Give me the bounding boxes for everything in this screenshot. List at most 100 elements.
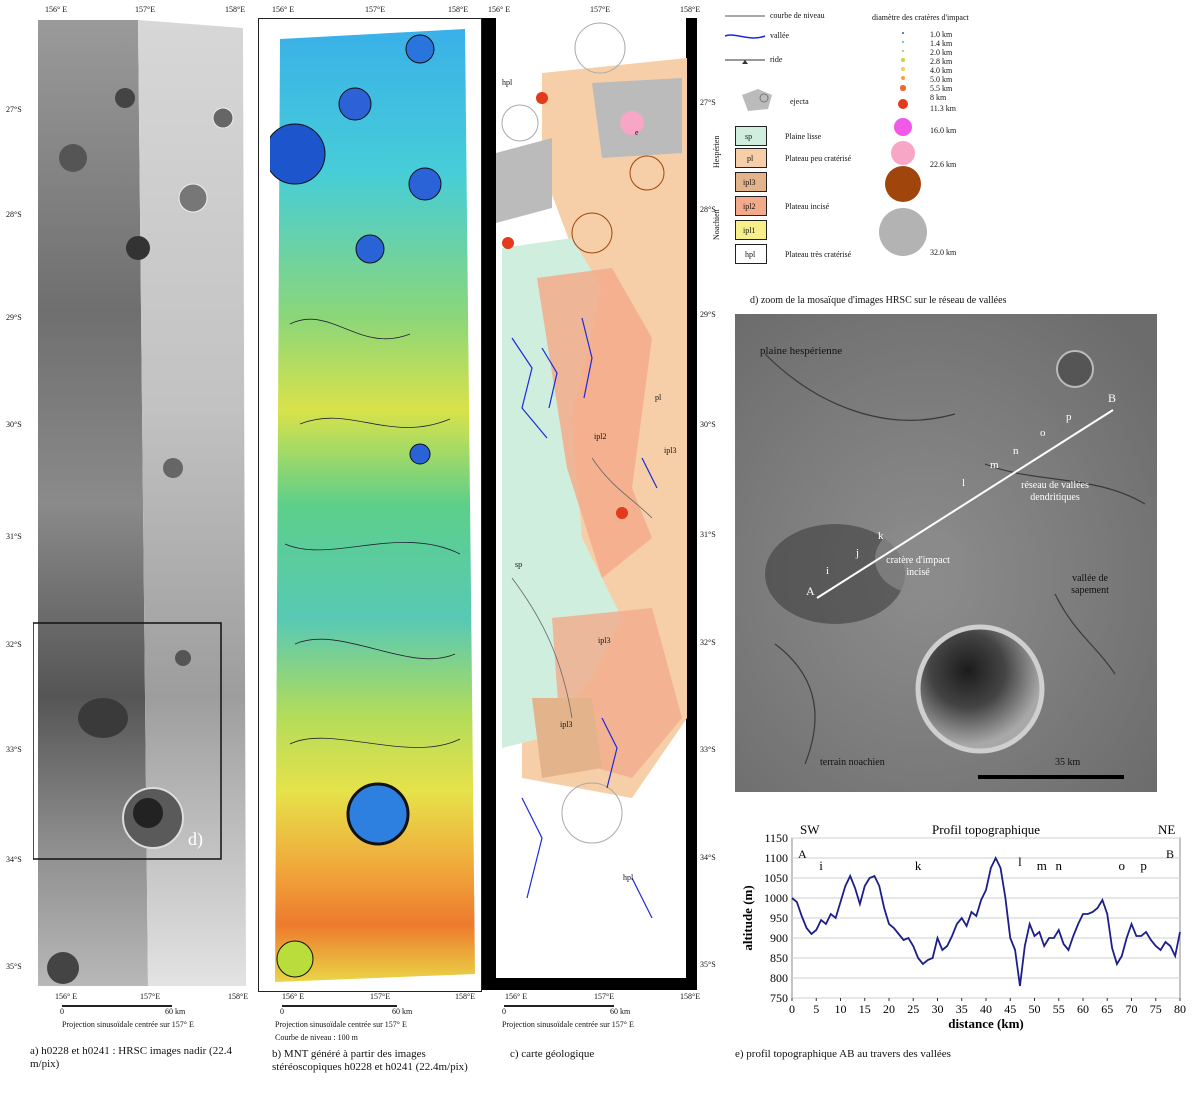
scale-zero: 0 xyxy=(60,1007,64,1016)
unit-code: hpl xyxy=(745,250,756,259)
unit-swatch-sp xyxy=(735,126,767,146)
panel-a-top-tick: 158°E xyxy=(225,5,246,14)
crater-size-label: 32.0 km xyxy=(930,248,957,257)
unit-swatch-ipl3 xyxy=(735,172,767,192)
panel-b-top-tick: 157°E xyxy=(365,5,386,14)
x-tick-label: 70 xyxy=(1126,1002,1138,1016)
crater-size-label: 2.8 km xyxy=(930,57,953,66)
profile-annotation: l xyxy=(1018,854,1022,869)
panel-c-lat-tick: 35°S xyxy=(700,960,716,969)
corner-label-ne: NE xyxy=(1158,822,1175,837)
crater-size-label: 5.5 km xyxy=(930,84,953,93)
profile-letter: m xyxy=(990,459,999,471)
scale-bar xyxy=(504,1005,614,1007)
panel-c-lat-tick: 31°S xyxy=(700,530,716,539)
corner-label-b: B xyxy=(1166,847,1174,861)
panel-b-bottom-tick: 158°E xyxy=(455,992,476,1001)
profile-annotation: n xyxy=(1056,858,1063,873)
crater-size-label: 1.4 km xyxy=(930,39,953,48)
crater-size-swatch xyxy=(885,166,921,202)
projection-note: Projection sinusoïdale centrée sur 157° … xyxy=(275,1020,407,1029)
panel-c-lat-tick: 30°S xyxy=(700,420,716,429)
profile-letter: o xyxy=(1040,427,1046,439)
panel-b-top-tick: 158°E xyxy=(448,5,469,14)
dem-frame xyxy=(258,18,482,992)
y-tick-label: 750 xyxy=(770,991,788,1005)
unit-label: Plaine lisse xyxy=(785,132,822,141)
unit-code: ipl1 xyxy=(743,226,756,235)
map-label: hpl xyxy=(623,873,634,882)
crater-size-label: 8 km xyxy=(930,93,947,102)
x-axis-label: distance (km) xyxy=(948,1016,1023,1031)
panel-b-top-tick: 156° E xyxy=(272,5,295,14)
profile-letter: p xyxy=(1066,411,1072,423)
crater-size-label: 11.3 km xyxy=(930,104,956,113)
crater-size-swatch xyxy=(898,99,908,109)
scale-bar xyxy=(282,1005,397,1007)
crater-size-swatch xyxy=(901,40,905,44)
profile-annotation: o xyxy=(1119,858,1126,873)
legend-ridge: ride xyxy=(770,55,783,64)
profile-letter: k xyxy=(878,530,884,542)
crater-size-swatch xyxy=(901,58,905,62)
map-label: pl xyxy=(655,393,662,402)
label-plaine: plaine hespérienne xyxy=(760,345,843,357)
panel-c-top-tick: 156° E xyxy=(488,5,511,14)
crater-size-swatch xyxy=(901,49,905,53)
zoom-box xyxy=(33,622,222,860)
corner-label-sw: SW xyxy=(800,822,820,837)
profile-annotation: k xyxy=(915,858,922,873)
dem-map xyxy=(270,29,475,982)
ejecta-swatch xyxy=(742,89,772,111)
panel-c-bottom-tick: 157°E xyxy=(594,992,615,1001)
unit-swatch-ipl2 xyxy=(735,196,767,216)
profile-annotation: m xyxy=(1037,858,1047,873)
panel-c-lat-tick: 28°S xyxy=(700,205,716,214)
panel-c-lat-tick: 29°S xyxy=(700,310,716,319)
profile-line xyxy=(791,855,1181,987)
panel-c-bottom-tick: 158°E xyxy=(680,992,701,1001)
panel-b-bottom-tick: 157°E xyxy=(370,992,391,1001)
panel-c-lat-tick: 27°S xyxy=(700,98,716,107)
panel-a-bottom-tick: 157°E xyxy=(140,992,161,1001)
x-tick-label: 80 xyxy=(1174,1002,1186,1016)
unit-label: Plateau très cratérisé xyxy=(785,250,852,259)
crater-size-label: 22.6 km xyxy=(930,160,957,169)
panel-a-bottom-tick: 156° E xyxy=(55,992,78,1001)
map-label: hpl xyxy=(502,78,513,87)
map-label: ipl3 xyxy=(664,446,677,455)
unit-code: pl xyxy=(747,154,754,163)
panel-a-bottom-tick: 158°E xyxy=(228,992,249,1001)
x-tick-label: 40 xyxy=(980,1002,992,1016)
crater-size-label: 1.0 km xyxy=(930,30,953,39)
line-legend-symbols xyxy=(724,15,766,64)
crater-size-label: 5.0 km xyxy=(930,75,953,84)
unit-swatch-hpl xyxy=(735,244,767,264)
x-tick-label: 25 xyxy=(907,1002,919,1016)
panel-a-lat-tick: 30°S xyxy=(6,420,22,429)
panel-c-top-tick: 157°E xyxy=(590,5,611,14)
unit-label: Plateau incisé xyxy=(785,202,830,211)
panel-a-lat-tick: 32°S xyxy=(6,640,22,649)
map-label: ipl2 xyxy=(594,432,607,441)
panel-a-top-tick: 157°E xyxy=(135,5,156,14)
panel-c-bottom-tick: 156° E xyxy=(505,992,528,1001)
crater-size-label: 4.0 km xyxy=(930,66,953,75)
panel-c-caption: c) carte géologique xyxy=(510,1048,595,1060)
y-tick-label: 800 xyxy=(770,971,788,985)
label-terrain: terrain noachien xyxy=(820,757,885,768)
crater-size-label: 2.0 km xyxy=(930,48,953,57)
panel-c-lat-tick: 32°S xyxy=(700,638,716,647)
crater-size-swatch xyxy=(900,75,906,81)
projection-note: Projection sinusoïdale centrée sur 157° … xyxy=(502,1020,634,1029)
map-label: ipl3 xyxy=(598,636,611,645)
profile-letter: l xyxy=(962,477,966,489)
scale-label: 35 km xyxy=(1055,757,1081,768)
scale-end: 60 km xyxy=(610,1007,631,1016)
profile-letter: i xyxy=(826,565,830,577)
x-tick-label: 10 xyxy=(835,1002,847,1016)
profile-letter: j xyxy=(856,547,860,559)
map-label: sp xyxy=(515,560,523,569)
profile-end-a: A xyxy=(806,584,815,598)
y-tick-label: 950 xyxy=(770,911,788,925)
